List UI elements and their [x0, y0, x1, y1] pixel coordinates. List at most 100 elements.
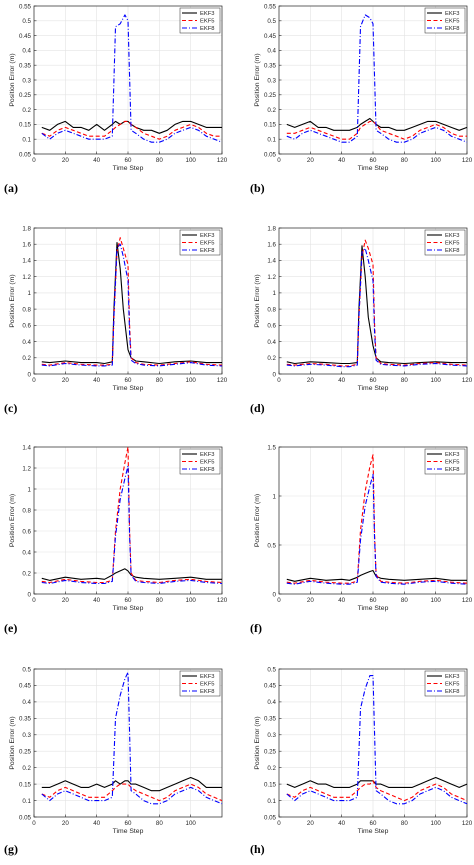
series-line-ekf3: [41, 776, 222, 792]
legend-label-ekf5: EKF5: [200, 19, 215, 25]
x-tick-label: 100: [186, 820, 197, 827]
y-tick-label: 0.5: [267, 542, 276, 549]
x-tick-label: 120: [462, 820, 473, 827]
x-tick-label: 20: [62, 377, 69, 384]
panel-label: (a): [4, 181, 18, 195]
x-axis-label: Time Step: [113, 605, 144, 612]
panel-label: (f): [250, 621, 262, 635]
legend-box: [179, 7, 221, 34]
legend-box: [424, 229, 466, 256]
series-line-ekf8: [286, 247, 468, 368]
legend-label-ekf8: EKF8: [200, 26, 215, 32]
x-tick-label: 0: [32, 157, 36, 164]
x-tick-label: 0: [277, 597, 281, 604]
legend-label-ekf8: EKF8: [200, 248, 215, 254]
y-tick-label: 0.05: [19, 151, 32, 158]
y-tick-label: 0.15: [19, 122, 32, 129]
series-line-ekf3: [41, 242, 222, 365]
y-tick-label: 1.2: [267, 274, 276, 281]
chart-panel-h: 0.05 0.1 0.15 0.2 0.25 0.3 0.35 0.4 0.45 0.5 0 20 40…: [254, 666, 473, 835]
y-tick-label: 0.2: [22, 107, 31, 114]
x-tick-label: 120: [217, 377, 228, 384]
y-tick-label: 0: [273, 371, 277, 378]
x-axis-label: Time Step: [358, 385, 389, 392]
x-axis-label: Time Step: [113, 385, 144, 392]
legend-label-ekf3: EKF3: [200, 452, 215, 458]
series-line-ekf8: [41, 465, 223, 585]
legend-box: [179, 448, 221, 475]
y-tick-label: 0.5: [22, 18, 31, 25]
x-tick-label: 0: [277, 157, 281, 164]
x-tick-label: 120: [462, 157, 473, 164]
legend-box: [424, 7, 466, 34]
y-tick-label: 0.4: [22, 48, 31, 55]
x-tick-label: 60: [125, 157, 132, 164]
y-tick-label: 0.1: [22, 137, 31, 144]
y-tick-label: 1.6: [267, 242, 276, 249]
x-axis-label: Time Step: [358, 165, 389, 172]
panel-label: (d): [250, 401, 265, 415]
panel-label: (g): [4, 842, 18, 856]
legend-label-ekf8: EKF8: [200, 689, 215, 695]
chart-panel-a: 0.05 0.1 0.15 0.2 0.25 0.3 0.35 0.4 0.45 0.5 0.55 0…: [9, 3, 228, 172]
series-line-ekf8: [41, 671, 223, 805]
legend-label-ekf3: EKF3: [200, 11, 215, 17]
series-line-ekf3: [41, 120, 222, 134]
x-tick-label: 0: [277, 377, 281, 384]
legend-box: [424, 448, 466, 475]
legend-label-ekf8: EKF8: [445, 689, 460, 695]
y-tick-label: 0.25: [264, 92, 277, 99]
y-tick-label: 0.6: [22, 323, 31, 330]
legend-label-ekf3: EKF3: [445, 674, 460, 680]
x-tick-label: 20: [307, 597, 314, 604]
series-line-ekf8: [286, 473, 468, 585]
x-tick-label: 20: [307, 157, 314, 164]
y-tick-label: 0.3: [267, 732, 276, 739]
y-tick-label: 1.6: [22, 242, 31, 249]
x-tick-label: 100: [186, 597, 197, 604]
y-tick-label: 0.35: [19, 63, 32, 70]
y-tick-label: 0.2: [22, 355, 31, 362]
chart-panel-f: 0 0.5 1 1.5 0 20 40 60 80 100 120 Time Step Position…: [254, 444, 473, 612]
panel-label: (c): [4, 401, 17, 415]
x-tick-label: 0: [32, 377, 36, 384]
series-line-ekf3: [286, 117, 468, 131]
chart-panel-g: 0.05 0.1 0.15 0.2 0.25 0.3 0.35 0.4 0.45 0.5 0 20 40…: [9, 666, 223, 835]
chart-panel-c: 0 0.2 0.4 0.6 0.8 1 1.2 1.4 1.6 1.8 0 20 40 60 80 100 12…: [9, 225, 228, 392]
x-tick-label: 80: [401, 597, 408, 604]
x-tick-label: 80: [401, 377, 408, 384]
series-line-ekf5: [41, 783, 223, 802]
y-tick-label: 0.4: [267, 699, 276, 706]
y-tick-label: 0.4: [22, 339, 31, 346]
x-tick-label: 40: [93, 377, 100, 384]
x-axis-label: Time Step: [113, 165, 144, 172]
y-tick-label: 0.4: [22, 549, 31, 556]
x-tick-label: 100: [431, 377, 442, 384]
y-tick-label: 0.25: [264, 749, 277, 756]
y-axis-label: Position Error (m): [9, 494, 16, 547]
legend-label-ekf3: EKF3: [445, 233, 460, 239]
y-tick-label: 1.2: [22, 274, 31, 281]
x-tick-label: 80: [156, 597, 163, 604]
x-tick-label: 80: [156, 157, 163, 164]
series-line-ekf8: [286, 675, 468, 805]
x-tick-label: 100: [186, 157, 197, 164]
legend-box: [179, 670, 221, 697]
x-tick-label: 20: [307, 820, 314, 827]
legend-label-ekf3: EKF3: [200, 233, 215, 239]
legend-label-ekf3: EKF3: [200, 674, 215, 680]
x-axis-label: Time Step: [358, 605, 389, 612]
y-tick-label: 0: [28, 371, 32, 378]
y-tick-label: 0.4: [267, 339, 276, 346]
legend-label-ekf5: EKF5: [200, 241, 215, 247]
x-tick-label: 40: [338, 597, 345, 604]
x-tick-label: 60: [370, 820, 377, 827]
y-axis-label: Position Error (m): [254, 53, 261, 106]
y-tick-label: 1.8: [267, 225, 276, 232]
series-line-ekf5: [41, 446, 223, 584]
y-tick-label: 0.1: [267, 798, 276, 805]
y-tick-label: 1.4: [267, 258, 276, 265]
legend-label-ekf5: EKF5: [200, 682, 215, 688]
y-tick-label: 0.3: [267, 77, 276, 84]
